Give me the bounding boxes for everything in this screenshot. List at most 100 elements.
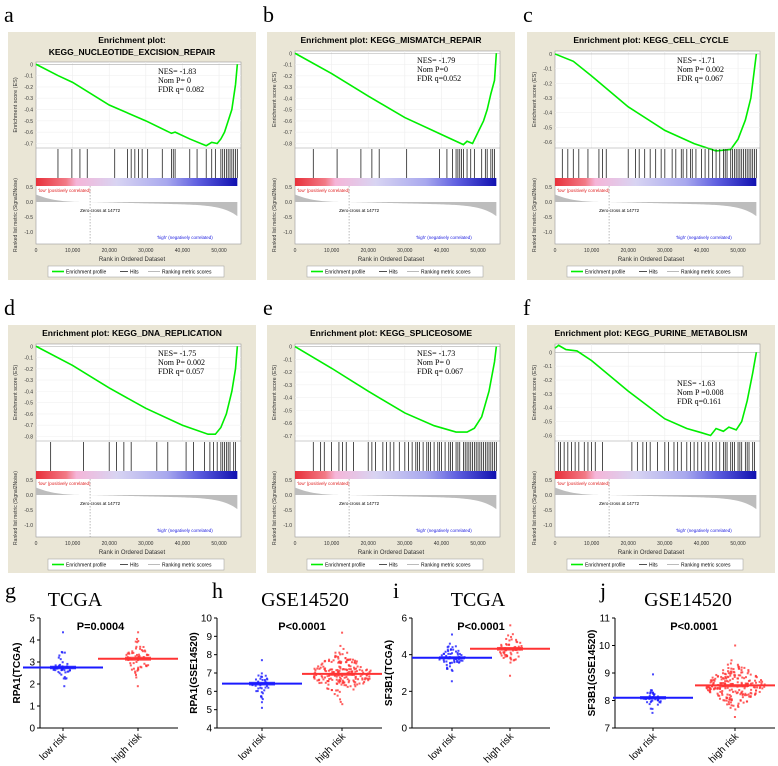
data-point [353, 659, 356, 662]
data-point [336, 669, 339, 672]
data-point [327, 680, 330, 683]
data-point [737, 665, 740, 668]
data-point [359, 675, 362, 678]
data-point [746, 700, 749, 703]
data-point [751, 682, 754, 685]
data-point [353, 668, 356, 671]
data-point [139, 645, 142, 648]
x-tick-label: 30,000 [657, 248, 673, 254]
enrichment-curve [294, 345, 498, 433]
y-tick-label: 10 [201, 614, 213, 625]
data-point [740, 666, 743, 669]
x-tick-label: 20,000 [621, 541, 637, 547]
data-point [52, 668, 55, 671]
data-point [339, 676, 342, 679]
data-point [443, 660, 446, 663]
data-point [758, 690, 761, 693]
x-axis-label: Rank in Ordered Dataset [358, 257, 425, 263]
data-point [134, 640, 137, 643]
es-tick-label: -0.7 [283, 130, 292, 136]
data-point [759, 685, 762, 688]
data-point [730, 704, 733, 707]
data-point [456, 652, 459, 655]
data-point [714, 677, 717, 680]
data-point [344, 657, 347, 660]
plot-title: GSE14520 [644, 589, 732, 611]
data-point [460, 654, 463, 657]
data-point [445, 660, 448, 663]
x-tick-label: 20,000 [621, 248, 637, 254]
data-point [448, 642, 451, 645]
data-point [316, 679, 319, 682]
data-point [746, 672, 749, 675]
data-point [714, 687, 717, 690]
data-point [651, 691, 654, 694]
data-point [754, 686, 757, 689]
data-point [763, 685, 766, 688]
data-point [740, 691, 743, 694]
data-point [510, 638, 513, 641]
zero-cross-label: Zero cross at 14772 [80, 208, 121, 213]
data-point [147, 664, 150, 667]
data-point [730, 659, 733, 662]
es-tick-label: -0.8 [24, 434, 33, 440]
p-value: P<0.0001 [457, 621, 504, 633]
data-point [361, 678, 364, 681]
low-correlated-label: 'low' (positively correlated) [557, 188, 610, 193]
y-tick-label: 6 [206, 687, 212, 698]
x-tick-label: 50,000 [730, 248, 746, 254]
data-point [335, 675, 338, 678]
data-point [651, 707, 654, 710]
data-point [731, 682, 734, 685]
legend-label: Ranking metric scores [681, 270, 731, 276]
data-point [721, 693, 724, 696]
data-point [499, 651, 502, 654]
es-axis-label: Enrichment score (ES) [272, 72, 278, 127]
high-correlated-label: 'high' (negatively correlated) [157, 235, 213, 240]
data-point [140, 666, 143, 669]
data-point [761, 687, 764, 690]
data-point [446, 666, 449, 669]
data-point [716, 692, 719, 695]
legend-label: Enrichment profile [585, 270, 626, 276]
data-point [332, 659, 335, 662]
y-tick-label: 9 [604, 669, 610, 680]
stats-text: NES= -1.73 [417, 349, 455, 358]
data-point [136, 653, 139, 656]
data-point [140, 649, 143, 652]
x-tick-label: 30,000 [397, 541, 413, 547]
x-tick-label: low risk [628, 731, 660, 763]
high-correlated-label: 'high' (negatively correlated) [416, 235, 472, 240]
data-point [265, 677, 268, 680]
data-point [57, 656, 60, 659]
data-point [758, 680, 761, 683]
data-point [314, 671, 317, 674]
data-point [257, 674, 260, 677]
es-tick-label: -0.1 [24, 356, 33, 362]
data-point [57, 664, 60, 667]
data-point [756, 686, 759, 689]
x-tick-label: 10,000 [584, 541, 600, 547]
legend-label: Enrichment profile [585, 563, 626, 569]
metric-tick-label: -0.5 [543, 508, 552, 514]
metric-tick-label: 0.5 [285, 185, 292, 191]
data-point [648, 694, 651, 697]
data-point [336, 689, 339, 692]
data-point [736, 704, 739, 707]
data-point [719, 687, 722, 690]
data-point [744, 676, 747, 679]
es-tick-label: -0.5 [24, 401, 33, 407]
data-point [339, 666, 342, 669]
es-tick-label: -0.3 [283, 383, 292, 389]
metric-tick-label: -1.0 [24, 230, 33, 236]
data-point [728, 703, 731, 706]
x-tick-label: 10,000 [584, 248, 600, 254]
data-point [740, 681, 743, 684]
data-point [134, 655, 137, 658]
plot-area [294, 343, 501, 538]
data-point [260, 672, 263, 675]
data-point [314, 669, 317, 672]
y-tick-label: 4 [401, 650, 407, 661]
metric-tick-label: 0.0 [545, 200, 552, 206]
